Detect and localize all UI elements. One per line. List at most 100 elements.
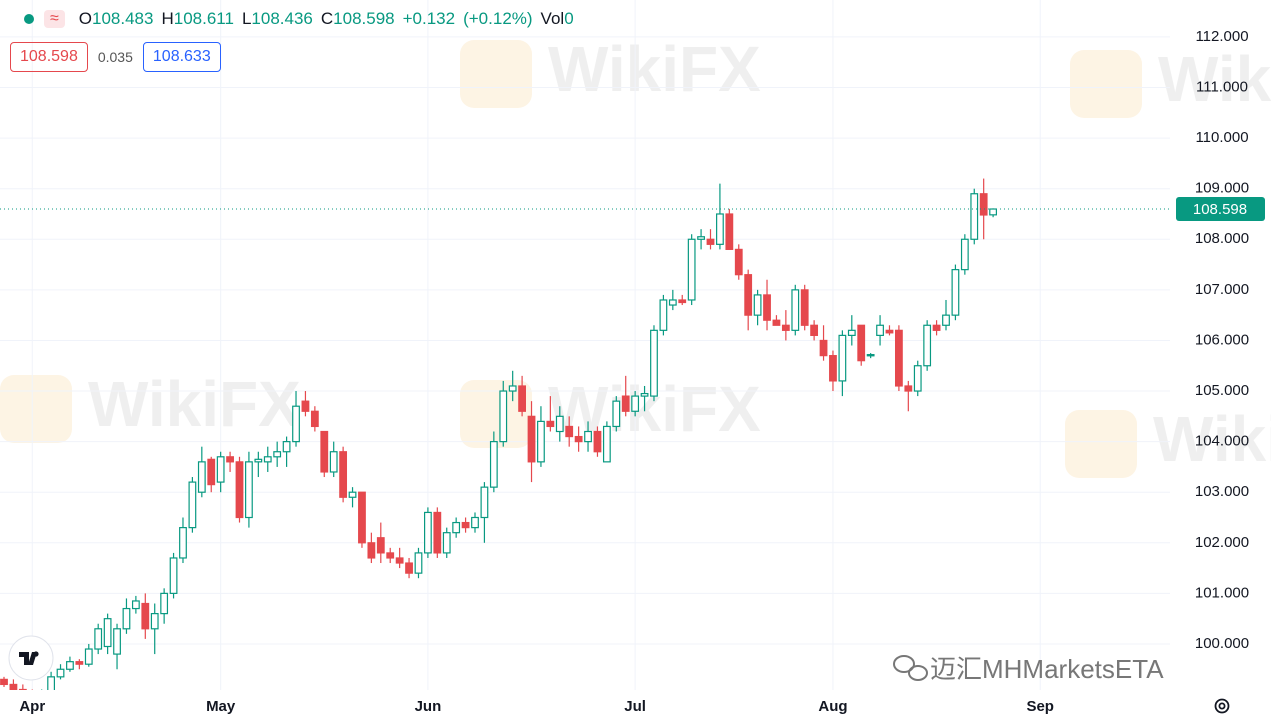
candle-body xyxy=(546,420,555,428)
candle-body xyxy=(678,299,687,304)
candle-body xyxy=(376,537,385,554)
y-tick-label: 102.000 xyxy=(1195,534,1249,551)
x-tick-label: Aug xyxy=(818,698,847,715)
candle-body xyxy=(339,451,348,498)
x-tick-label: Jun xyxy=(415,698,442,715)
candle-body xyxy=(753,294,762,316)
candle-body xyxy=(894,329,903,387)
candle-body xyxy=(131,600,140,610)
candle-body xyxy=(932,324,941,331)
candle-body xyxy=(951,269,960,316)
candle-body xyxy=(348,491,357,498)
candle-body xyxy=(405,562,413,574)
watermark-logo xyxy=(0,375,72,443)
watermark: WikiFX xyxy=(1158,43,1271,115)
candle-body xyxy=(593,430,602,453)
y-tick-label: 108.000 xyxy=(1195,230,1249,247)
candle-body xyxy=(960,238,969,271)
candle-body xyxy=(979,193,988,216)
candle-body xyxy=(263,456,272,463)
watermarks: WikiFXWikiFXWikiFXWikiFXWikiFX xyxy=(0,33,1271,478)
candle-body xyxy=(631,395,640,412)
candle-body xyxy=(537,420,545,463)
candle-body xyxy=(113,628,121,655)
candle-body xyxy=(188,481,197,529)
candle-body xyxy=(160,592,169,615)
candle-body xyxy=(226,456,234,463)
y-tick-label: 103.000 xyxy=(1195,483,1249,500)
indicator-badge[interactable]: ≈ xyxy=(44,10,65,28)
candle-body xyxy=(122,607,131,630)
high-label: H xyxy=(161,9,174,28)
tv-logo xyxy=(8,635,54,681)
bid[interactable]: 108.598 xyxy=(10,42,88,72)
candle-body xyxy=(584,430,592,443)
candle-body xyxy=(659,299,668,331)
y-tick-label: 109.000 xyxy=(1195,180,1249,197)
candle-body xyxy=(395,557,404,564)
candle-body xyxy=(150,613,159,630)
watermark-logo xyxy=(1065,410,1137,478)
candle-body xyxy=(197,461,206,493)
candle-body xyxy=(866,354,875,357)
candle-body xyxy=(320,430,329,473)
candle-body xyxy=(612,400,621,428)
candle-body xyxy=(847,329,856,336)
status-dot xyxy=(24,14,34,24)
candle-body xyxy=(103,618,112,648)
candle-body xyxy=(829,355,837,382)
candle-body xyxy=(942,314,950,326)
y-tick-label: 100.000 xyxy=(1195,635,1249,652)
candles xyxy=(0,178,997,690)
settings-icon[interactable] xyxy=(1214,698,1230,714)
candle-body xyxy=(621,395,630,412)
ask[interactable]: 108.633 xyxy=(142,42,221,72)
axes: 100.000 101.000 102.000 103.000 104.000 105.0… xyxy=(0,28,1265,715)
candle-body xyxy=(800,289,809,326)
open-label: O xyxy=(78,9,93,28)
watermark: WikiFX xyxy=(1153,403,1271,475)
candle-body xyxy=(235,461,244,519)
candle-body xyxy=(442,532,451,554)
candle-body xyxy=(650,329,658,397)
candle-body xyxy=(480,486,489,519)
y-tick-label: 101.000 xyxy=(1195,584,1249,601)
candle-body xyxy=(452,521,461,534)
candle-body xyxy=(810,324,819,336)
last-price-box xyxy=(1176,197,1265,222)
candle-body xyxy=(84,648,93,665)
x-tick-label: Jul xyxy=(624,698,646,715)
candle-body xyxy=(989,208,997,216)
candle-body xyxy=(716,213,724,245)
candle-body xyxy=(904,385,913,392)
y-tick-label: 104.000 xyxy=(1195,433,1249,450)
y-tick-label: 112.000 xyxy=(1195,28,1248,45)
open-value: 108.483 xyxy=(92,9,154,28)
candle-body xyxy=(913,365,922,392)
x-tick-label: Sep xyxy=(1026,698,1054,715)
source-watermark: 迈汇MHMarketsETA xyxy=(930,654,1164,684)
y-tick-label: 107.000 xyxy=(1195,281,1249,298)
ohlc-legend: ≈ O 108.483 H 108.611 L 108.436 C 108.598 +0… xyxy=(24,9,574,29)
candle-body xyxy=(433,511,442,554)
candle-body xyxy=(273,451,282,458)
candle-body xyxy=(301,400,310,412)
candle-body xyxy=(687,238,696,301)
watermark-logo xyxy=(460,40,532,108)
y-tick-label: 105.000 xyxy=(1195,382,1249,399)
candle-body xyxy=(386,552,395,559)
candle-body xyxy=(640,392,649,397)
candle-body xyxy=(179,527,187,559)
candle-body xyxy=(75,661,84,665)
candle-body xyxy=(282,441,291,453)
wechat-icon xyxy=(893,655,928,681)
candle-body xyxy=(791,289,800,331)
change: +0.132 xyxy=(402,9,456,28)
candle-body xyxy=(216,456,225,483)
high-value: 108.611 xyxy=(173,9,234,28)
grid xyxy=(0,0,1170,690)
candle-body xyxy=(461,521,470,529)
candle-body xyxy=(819,339,828,357)
